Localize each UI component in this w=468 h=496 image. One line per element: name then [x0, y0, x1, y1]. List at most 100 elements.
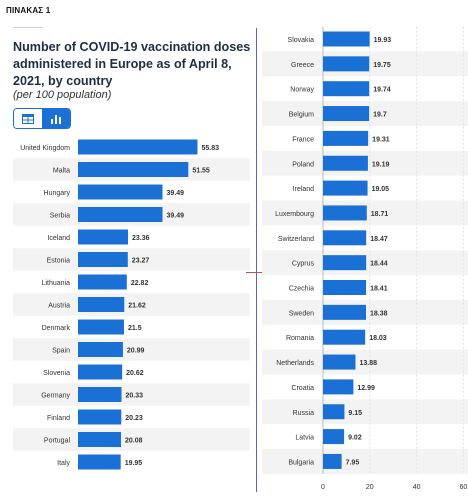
category-label: Malta [53, 168, 70, 175]
bar [323, 230, 367, 246]
bar [78, 297, 125, 312]
value-label: 9.02 [348, 435, 362, 442]
value-label: 9.15 [348, 410, 362, 417]
bar [323, 304, 367, 320]
category-label: Luxembourg [275, 211, 314, 218]
bar [78, 274, 127, 290]
bar [323, 155, 368, 171]
value-label: 19.95 [125, 460, 143, 467]
value-label: 39.49 [167, 213, 185, 220]
x-tick-label: 40 [413, 484, 421, 491]
bar [78, 229, 128, 245]
category-label: Netherlands [276, 360, 314, 367]
x-tick-label: 20 [366, 484, 374, 491]
bar [323, 31, 370, 47]
value-label: 7.95 [346, 459, 360, 466]
bar [323, 379, 354, 395]
bar [78, 409, 122, 425]
bar [323, 429, 345, 445]
value-label: 13.88 [359, 360, 377, 367]
value-label: 23.36 [132, 235, 150, 242]
bar [78, 207, 163, 222]
category-label: Belgium [289, 112, 314, 119]
x-tick-label: 60 [460, 484, 468, 491]
category-label: Romania [286, 335, 314, 342]
category-label: Croatia [291, 385, 314, 392]
value-label: 22.82 [131, 280, 149, 287]
bar [78, 162, 189, 177]
table-icon [22, 113, 34, 124]
bar [323, 329, 366, 345]
bar [78, 252, 128, 267]
category-label: Cyprus [292, 261, 315, 268]
bar [78, 184, 163, 200]
value-label: 19.75 [373, 62, 391, 69]
category-label: Denmark [42, 325, 71, 332]
table-view-button[interactable] [14, 109, 42, 128]
category-label: Austria [48, 303, 70, 310]
category-label: Lithuania [42, 280, 71, 287]
value-label: 19.7 [373, 112, 387, 119]
value-label: 19.74 [373, 87, 391, 94]
category-label: Hungary [44, 190, 71, 197]
bar [323, 56, 370, 72]
category-label: Switzerland [278, 236, 314, 243]
category-label: Sweden [289, 310, 314, 317]
value-label: 55.83 [201, 145, 219, 152]
value-label: 18.47 [370, 236, 388, 243]
category-label: Finland [47, 415, 70, 422]
bar [323, 106, 370, 122]
category-label: Bulgaria [288, 459, 314, 466]
chart-subtitle: (per 100 population) [13, 89, 112, 101]
bar [78, 319, 125, 335]
category-label: Slovakia [288, 37, 315, 44]
value-label: 39.49 [167, 190, 185, 197]
value-label: 20.62 [126, 370, 144, 377]
bar [323, 354, 356, 370]
row-stripe [13, 383, 250, 406]
panel-divider [256, 28, 257, 492]
category-label: France [292, 136, 314, 143]
value-label: 21.62 [128, 303, 146, 310]
divider [13, 27, 43, 28]
category-label: Italy [57, 460, 70, 467]
row-stripe [13, 248, 250, 271]
value-label: 18.44 [370, 261, 388, 268]
bar [323, 205, 367, 221]
value-label: 21.5 [128, 325, 142, 332]
category-label: United Kingdom [20, 145, 70, 152]
row-stripe [13, 338, 250, 361]
bar-chart-icon [51, 114, 61, 124]
bar [78, 364, 123, 380]
bar [323, 180, 368, 196]
category-label: Russia [293, 410, 315, 417]
value-label: 12.99 [357, 385, 375, 392]
bar [323, 453, 342, 469]
bar [78, 454, 121, 470]
row-stripe [262, 449, 468, 474]
category-label: Serbia [50, 213, 70, 220]
bar [78, 342, 123, 357]
value-label: 19.31 [372, 136, 390, 143]
category-label: Spain [52, 348, 70, 355]
category-label: Iceland [47, 235, 70, 242]
category-label: Latvia [295, 435, 314, 442]
row-stripe [262, 349, 468, 375]
value-label: 18.41 [370, 286, 388, 293]
category-label: Ireland [293, 186, 315, 193]
bar [323, 404, 345, 420]
bar [323, 255, 367, 271]
document-label: ΠΙΝΑΚΑΣ 1 [6, 6, 51, 15]
x-tick-label: 0 [321, 484, 325, 491]
bar [78, 387, 122, 402]
category-label: Czechia [289, 286, 314, 293]
view-toggle [13, 108, 71, 129]
category-label: Poland [292, 161, 314, 168]
category-label: Estonia [47, 258, 70, 265]
value-label: 23.27 [132, 258, 150, 265]
bar-view-button[interactable] [42, 109, 70, 128]
value-label: 20.23 [125, 415, 143, 422]
value-label: 20.08 [125, 438, 143, 445]
value-label: 18.71 [371, 211, 389, 218]
bar [78, 432, 121, 447]
